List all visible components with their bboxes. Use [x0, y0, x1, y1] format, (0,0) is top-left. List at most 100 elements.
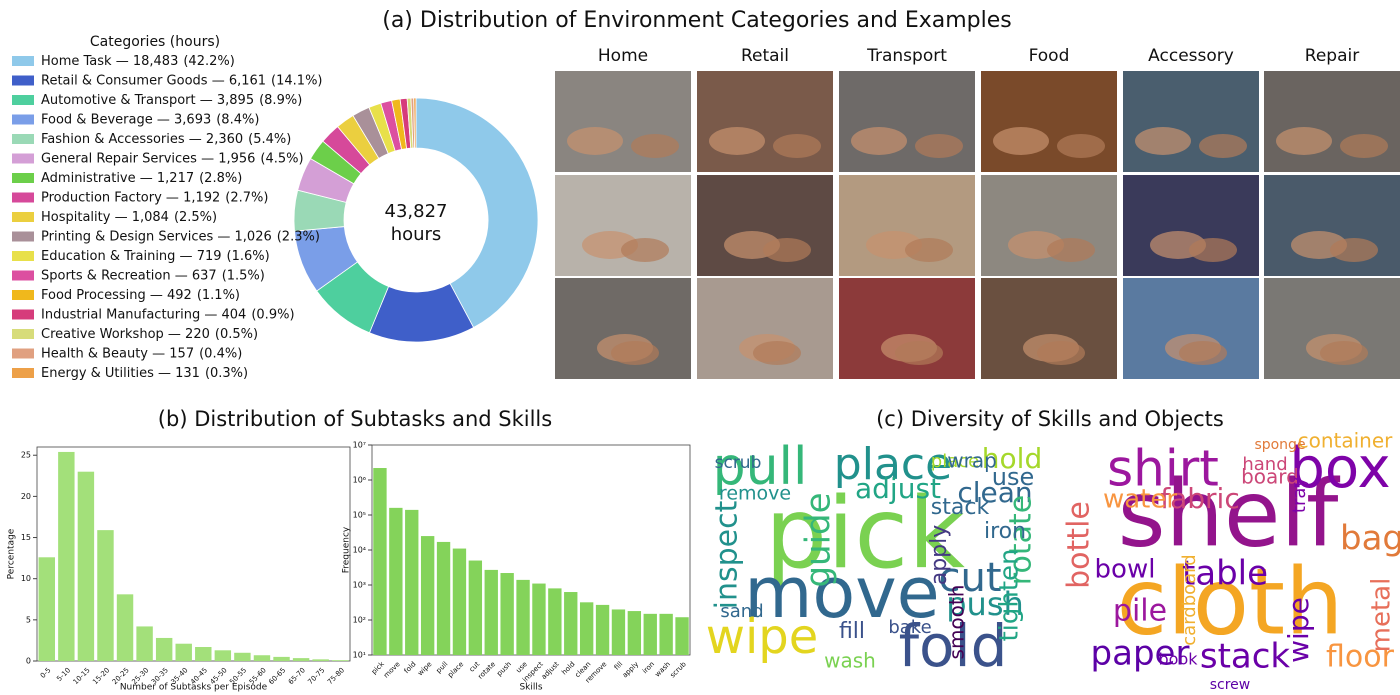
legend-text: 637: [192, 268, 217, 283]
legend-text: 18,483: [133, 54, 179, 69]
bar: [452, 548, 467, 655]
bar: [595, 604, 610, 655]
x-tick-label: 70-75: [306, 666, 326, 686]
photo-detail: [1037, 341, 1085, 365]
y-tick-label: 10⁴: [353, 546, 366, 555]
legend-entry: Retail & Consumer Goods — 6,161 (14.1%): [41, 73, 323, 88]
legend-text: —: [162, 190, 183, 205]
x-tick-label: 75-80: [326, 666, 346, 686]
legend-swatch: [12, 192, 34, 203]
legend-text: —: [171, 268, 192, 283]
legend-text: Creative Workshop: [41, 327, 164, 342]
legend-text: Hospitality: [41, 210, 111, 225]
word: apply: [927, 525, 952, 586]
legend-text: 492: [167, 288, 192, 303]
legend-swatch: [12, 309, 34, 320]
x-tick-label: apply: [621, 660, 640, 679]
photo-detail: [1179, 341, 1227, 365]
word: screw: [1210, 677, 1251, 693]
bar: [611, 609, 626, 655]
photo-detail: [905, 238, 953, 262]
y-tick-label: 15: [21, 533, 31, 542]
photo: [1264, 175, 1400, 276]
legend-text: —: [208, 73, 229, 88]
legend-text: Automotive & Transport: [41, 93, 196, 108]
column-label: Transport: [866, 46, 947, 66]
legend-text: Food Processing: [41, 288, 146, 303]
photo: [1123, 71, 1259, 172]
x-axis-label: Number of Subtasks per Episode: [120, 683, 268, 693]
legend-text: (1.6%): [227, 249, 270, 264]
y-tick-label: 10⁵: [353, 511, 366, 520]
word: board: [1241, 465, 1299, 489]
word: bake: [888, 617, 931, 638]
legend-text: Fashion & Accessories: [41, 132, 185, 147]
legend-text: Food & Beverage: [41, 112, 153, 127]
legend-text: —: [154, 366, 175, 381]
y-tick-label: 5: [26, 615, 31, 624]
bar: [516, 579, 530, 655]
bar: [420, 536, 435, 655]
photo: [1123, 175, 1259, 276]
word: bottle: [1062, 501, 1097, 589]
x-tick-label: rotate: [477, 660, 498, 681]
legend-text: 1,192: [183, 190, 220, 205]
y-tick-label: 10⁷: [353, 441, 366, 450]
legend-text: (5.4%): [248, 132, 291, 147]
legend-text: (1.5%): [222, 268, 265, 283]
photo-detail: [1047, 238, 1095, 262]
word: remove: [719, 483, 791, 505]
word: wipe: [1282, 597, 1315, 663]
legend-text: (8.4%): [216, 112, 259, 127]
column-label: Accessory: [1148, 46, 1234, 66]
legend-text: Production Factory: [41, 190, 162, 205]
legend-swatch: [12, 251, 34, 261]
bar: [484, 569, 498, 655]
legend-text: (0.5%): [215, 327, 258, 342]
legend-text: 3,693: [174, 112, 211, 127]
bar: [175, 643, 192, 661]
legend-swatch: [12, 75, 34, 86]
legend-title: Categories (hours): [90, 34, 220, 50]
bar: [675, 617, 689, 655]
word: wipe: [706, 609, 819, 665]
legend-text: —: [200, 307, 221, 322]
bar: [214, 650, 232, 661]
column-label: Retail: [741, 46, 789, 66]
x-tick-label: 5-10: [55, 666, 72, 683]
photo: [555, 71, 691, 172]
legend-text: (2.7%): [225, 190, 268, 205]
photo-detail: [851, 127, 907, 155]
word: iron: [984, 519, 1026, 544]
legend-swatch: [12, 114, 34, 125]
legend-entry: Education & Training — 719 (1.6%): [41, 249, 270, 264]
legend-text: —: [213, 229, 234, 244]
photo: [555, 278, 691, 379]
bar: [253, 655, 271, 661]
photo-detail: [895, 341, 943, 365]
y-tick-label: 0: [26, 657, 31, 666]
photo-detail: [709, 127, 765, 155]
word: paper: [1091, 634, 1190, 674]
bar: [292, 658, 310, 661]
photo: [839, 175, 975, 276]
legend-entry: Industrial Manufacturing — 404 (0.9%): [41, 307, 295, 322]
x-tick-label: 10-15: [72, 666, 92, 686]
wedge: [413, 97, 417, 149]
legend-text: General Repair Services: [41, 151, 197, 166]
photo-detail: [621, 238, 669, 262]
legend-text: 1,956: [218, 151, 255, 166]
x-tick-label: 65-70: [287, 666, 307, 686]
photo: [697, 278, 833, 379]
bar: [234, 652, 251, 661]
bar: [627, 611, 642, 655]
legend-entry: Food Processing — 492 (1.1%): [41, 288, 240, 303]
photo-detail: [567, 127, 623, 155]
legend-text: Printing & Design Services: [41, 229, 213, 244]
word: guide: [799, 492, 839, 587]
legend-text: Health & Beauty: [41, 346, 148, 361]
y-tick-label: 10²: [353, 616, 366, 625]
